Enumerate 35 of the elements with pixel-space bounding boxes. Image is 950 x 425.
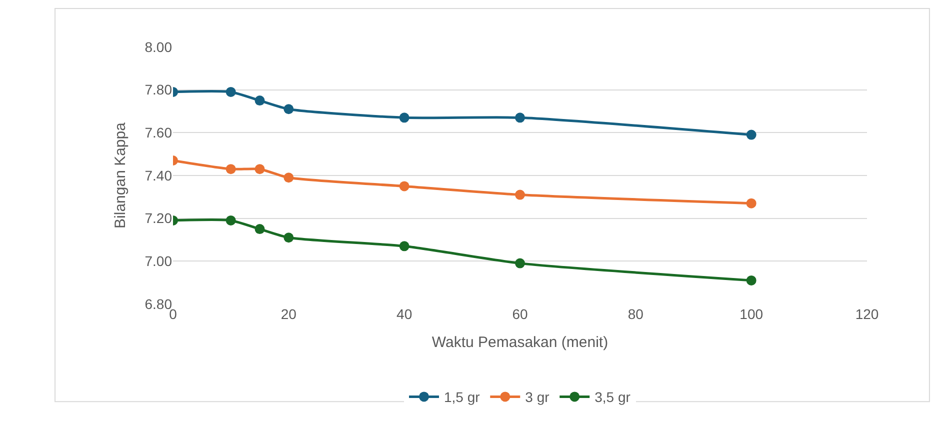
point (515, 190, 525, 200)
legend-label: 3 gr (525, 389, 550, 406)
point (399, 241, 410, 252)
point (399, 112, 410, 123)
x-tick-label: 100 (740, 306, 764, 322)
point (254, 164, 265, 174)
legend-label: 3,5 gr (594, 389, 631, 406)
point (746, 198, 756, 208)
point (226, 164, 236, 174)
x-axis-title: Waktu Pemasakan (menit) (432, 334, 608, 351)
point (746, 275, 756, 286)
y-tick-label: 7.20 (144, 210, 172, 226)
y-axis-title: Bilangan Kappa (112, 122, 129, 228)
x-tick-label: 120 (855, 306, 879, 322)
point (226, 215, 236, 226)
y-tick-label: 7.00 (144, 253, 172, 270)
y-tick-label: 8.00 (144, 38, 172, 55)
point (284, 104, 294, 114)
point (254, 224, 265, 234)
point (515, 258, 525, 268)
point (515, 112, 525, 123)
point (399, 181, 410, 192)
point (284, 232, 294, 243)
y-tick-label: 7.60 (144, 124, 172, 141)
x-tick-label: 20 (280, 306, 297, 322)
x-tick-label: 80 (628, 306, 644, 322)
point (254, 96, 265, 106)
x-tick-label: 60 (512, 306, 528, 322)
point (284, 172, 294, 183)
point (226, 86, 236, 97)
legend-label: 1,5 gr (444, 389, 480, 406)
x-tick-label: 40 (396, 306, 412, 322)
y-tick-label: 7.80 (144, 82, 172, 98)
y-tick-label: 7.40 (144, 167, 172, 184)
point (746, 130, 756, 140)
